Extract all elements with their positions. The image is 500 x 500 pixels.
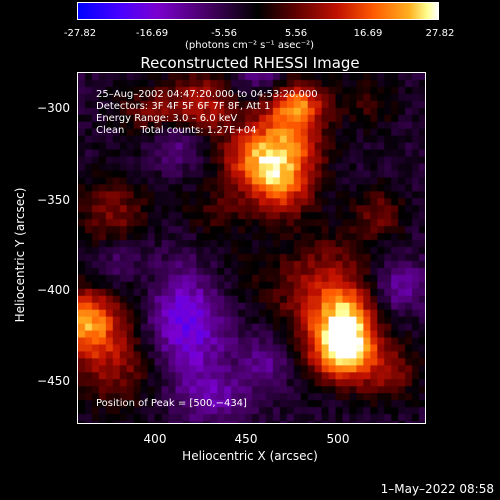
footer-date: 1–May–2022 08:58 [380,482,494,496]
y-tick-label: −450 [37,374,70,388]
colorbar-tick: 27.82 [425,28,455,39]
colorbar-tick: -5.56 [211,28,237,39]
colorbar-tick: -27.82 [63,28,97,39]
x-axis-label: Heliocentric X (arcsec) [182,449,318,463]
heatmap-image [78,73,425,423]
x-tick-label: 400 [143,432,167,446]
y-tick-label: −300 [37,101,70,115]
chart-title: Reconstructed RHESSI Image [140,54,360,72]
y-tick-label: −400 [37,283,70,297]
plot-area: 25–Aug–2002 04:47:20.000 to 04:53:20.000… [77,72,426,424]
annotation-time: 25–Aug–2002 04:47:20.000 to 04:53:20.000 [96,89,318,100]
colorbar-tick: -16.69 [135,28,169,39]
annotation-counts: Clean Total counts: 1.27E+04 [96,125,257,136]
colorbar-units: (photons cm⁻² s⁻¹ asec⁻²) [185,40,315,51]
annotation-detectors: Detectors: 3F 4F 5F 6F 7F 8F, Att 1 [96,101,271,112]
colorbar-tick: 16.69 [353,28,383,39]
y-tick-label: −350 [37,193,70,207]
peak-position-label: Position of Peak = [500,−434] [96,398,247,409]
y-axis-label: Heliocentric Y (arcsec) [13,187,27,323]
x-tick-label: 500 [326,432,350,446]
colorbar-tick: 5.56 [284,28,308,39]
annotation-energy: Energy Range: 3.0 – 6.0 keV [96,113,238,124]
x-tick-label: 450 [234,432,258,446]
colorbar [77,2,439,20]
